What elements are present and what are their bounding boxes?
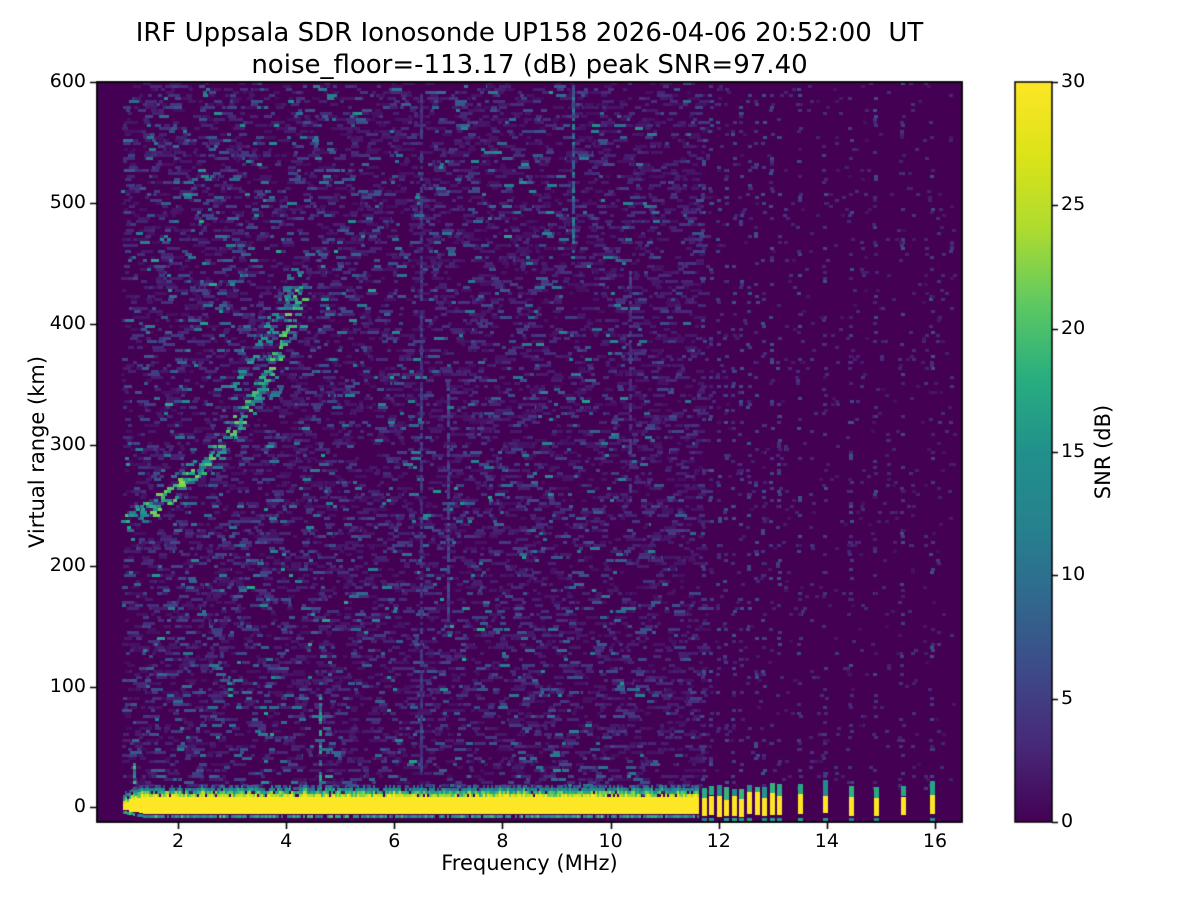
x-tick-label: 2 [172,830,185,852]
x-tick-label: 6 [388,830,401,852]
colorbar-tick-label: 10 [1061,563,1086,586]
chart-title: IRF Uppsala SDR Ionosonde UP158 2026-04-… [135,18,924,48]
colorbar-label: SNR (dB) [1091,404,1115,500]
colorbar-tick-label: 5 [1061,686,1074,709]
x-axis-label: Frequency (MHz) [441,851,618,875]
y-tick-label: 500 [49,190,86,213]
colorbar-tick-label: 25 [1061,193,1086,216]
y-tick-label: 400 [49,311,86,334]
colorbar-tick-label: 20 [1061,316,1086,339]
y-tick-label: 100 [49,674,86,697]
chart-subtitle: noise_floor=-113.17 (dB) peak SNR=97.40 [251,50,808,80]
x-tick-label: 10 [598,830,623,852]
colorbar-tick-label: 15 [1061,440,1086,462]
y-tick-label: 600 [49,70,86,92]
y-tick-label: 300 [49,432,86,455]
x-tick-label: 8 [496,830,509,852]
colorbar-tick-label: 30 [1061,70,1086,92]
x-tick-label: 16 [922,830,948,852]
x-tick-label: 12 [706,830,731,852]
y-tick-label: 200 [49,553,86,576]
x-tick-label: 4 [280,830,293,852]
colorbar-tick-label: 0 [1061,810,1074,832]
y-tick-label: 0 [73,795,86,818]
x-tick-label: 14 [814,830,839,852]
